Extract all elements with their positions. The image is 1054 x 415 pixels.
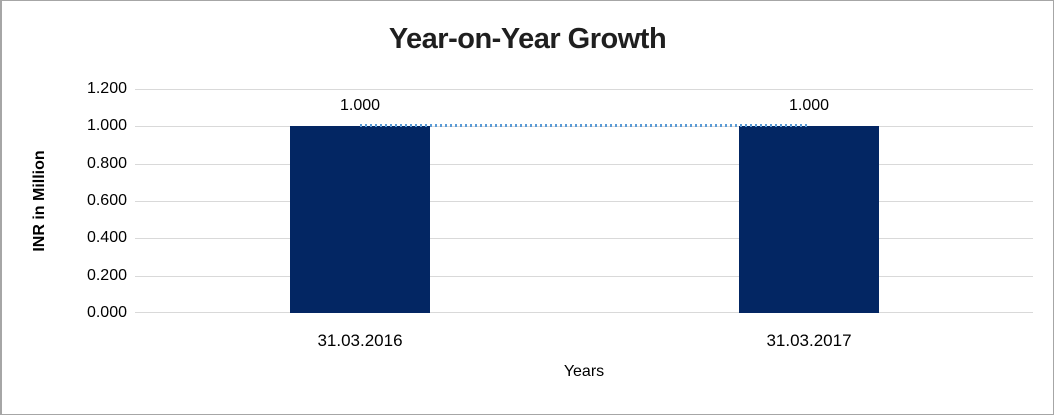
y-tick-label: 0.800 — [86, 155, 127, 172]
gridline — [135, 312, 1033, 313]
bar — [290, 126, 430, 313]
x-category-label: 31.03.2017 — [766, 331, 852, 350]
chart-title: Year-on-Year Growth — [388, 23, 667, 55]
y-tick-label: 0.400 — [86, 229, 127, 246]
x-axis-category-labels: 31.03.2016 31.03.2017 — [135, 331, 1033, 355]
data-label: 1.000 — [788, 97, 830, 114]
y-tick-label: 1.200 — [86, 80, 127, 97]
y-axis-tick-labels: 1.200 1.000 0.800 0.600 0.400 0.200 0.000 — [2, 80, 127, 321]
gridline — [135, 276, 1033, 277]
plot-area: 1.000 1.000 — [135, 89, 1033, 313]
y-tick-label: 0.000 — [86, 304, 127, 321]
gridline — [135, 89, 1033, 90]
x-category-label: 31.03.2016 — [317, 331, 403, 350]
y-tick-label: 1.000 — [86, 117, 127, 134]
x-axis-title: Years — [563, 363, 605, 380]
gridline — [135, 238, 1033, 239]
trendline — [360, 124, 809, 127]
data-label: 1.000 — [339, 97, 381, 114]
gridline — [135, 164, 1033, 165]
y-tick-label: 0.200 — [86, 267, 127, 284]
bar — [739, 126, 879, 313]
gridline — [135, 201, 1033, 202]
y-tick-label: 0.600 — [86, 192, 127, 209]
